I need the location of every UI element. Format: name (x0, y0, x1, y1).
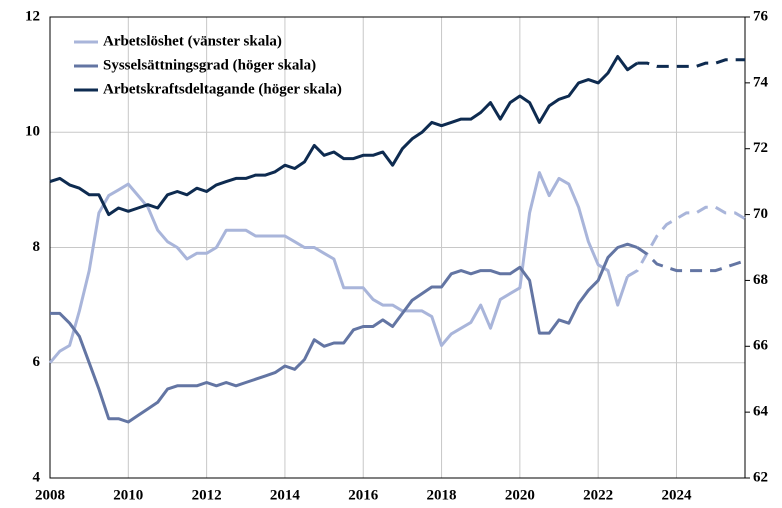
forecast-line (626, 205, 746, 278)
series-line (49, 55, 639, 217)
forecast-line (637, 58, 745, 68)
y2-tick-label: 66 (753, 338, 769, 354)
y2-tick-label: 68 (753, 272, 768, 288)
y-tick-label: 12 (25, 8, 40, 24)
y-tick-label: 6 (33, 354, 41, 370)
x-tick-label: 2020 (505, 487, 535, 503)
plot-frame (49, 16, 746, 479)
series-line (50, 242, 638, 424)
x-tick-label: 2014 (270, 487, 301, 503)
y2-tick-label: 62 (753, 469, 768, 485)
y-tick-label: 4 (33, 469, 41, 485)
x-tick-label: 2018 (427, 487, 457, 503)
x-tick-label: 2012 (192, 487, 222, 503)
y-tick-label: 8 (33, 239, 41, 255)
x-tick-label: 2022 (583, 487, 613, 503)
y2-tick-label: 74 (753, 74, 769, 90)
x-tick-label: 2008 (35, 487, 65, 503)
y2-tick-label: 76 (753, 8, 769, 24)
legend-label: Arbetskraftsdeltagande (höger skala) (103, 81, 342, 97)
y2-tick-label: 64 (753, 404, 769, 420)
x-tick-label: 2024 (661, 487, 692, 503)
y2-tick-label: 72 (753, 140, 768, 156)
x-tick-label: 2016 (348, 487, 379, 503)
y-tick-label: 10 (25, 124, 40, 140)
forecast-line (636, 246, 746, 273)
y2-tick-label: 70 (753, 206, 768, 222)
legend-label: Sysselsättningsgrad (höger skala) (103, 57, 316, 73)
x-tick-label: 2010 (113, 487, 143, 503)
legend-label: Arbetslöshet (vänster skala) (103, 33, 282, 49)
